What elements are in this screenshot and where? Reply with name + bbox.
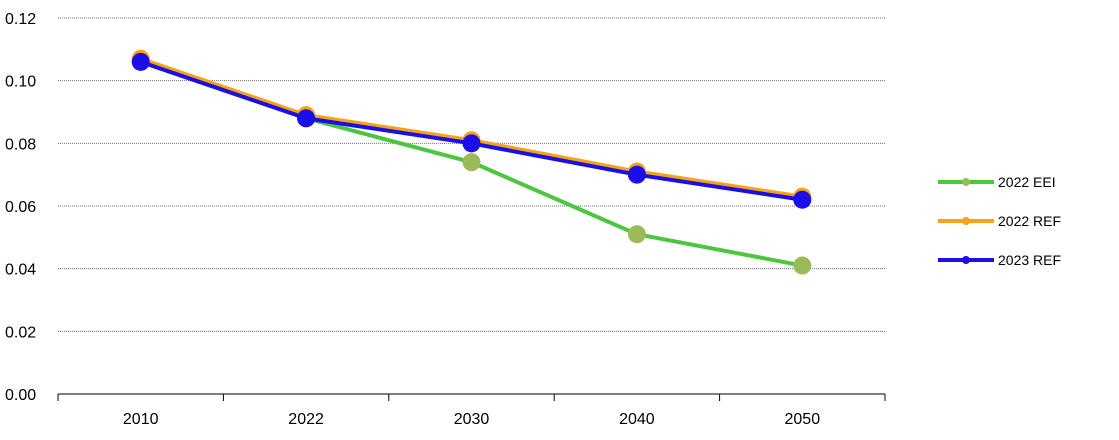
legend-item: 2022 EEI	[938, 174, 1056, 190]
x-tick-label: 2030	[454, 411, 490, 428]
x-tick-label: 2022	[288, 411, 324, 428]
y-tick-label: 0.00	[5, 387, 36, 404]
legend-item: 2023 REF	[938, 252, 1061, 268]
data-point	[793, 190, 812, 209]
axes: 0.00 0.02 0.04 0.06 0.08 0.10 0.12 2010 2022 2030…	[5, 11, 886, 428]
series-lines	[131, 49, 812, 275]
data-point	[627, 165, 646, 184]
y-tick-label: 0.02	[5, 324, 36, 341]
y-tick-label: 0.12	[5, 11, 36, 28]
data-point	[627, 225, 646, 244]
legend-label: 2022 REF	[998, 213, 1061, 229]
series-2	[131, 52, 812, 209]
x-tick-label: 2010	[123, 411, 159, 428]
y-tick-label: 0.10	[5, 74, 36, 91]
data-point	[297, 109, 316, 128]
series-1	[131, 49, 812, 206]
data-point	[462, 153, 481, 172]
y-tick-label: 0.08	[5, 136, 36, 153]
series-line	[138, 59, 805, 202]
legend-label: 2023 REF	[998, 252, 1061, 268]
legend-swatch-marker	[962, 178, 970, 186]
data-point	[131, 52, 150, 71]
data-point	[462, 134, 481, 153]
x-tick-label: 2050	[785, 411, 821, 428]
gridlines	[58, 17, 885, 332]
legend-swatch-marker	[962, 256, 970, 264]
y-tick-label: 0.04	[5, 262, 36, 279]
data-point	[793, 256, 812, 275]
legend: 2022 EEI 2022 REF 2023 REF	[938, 174, 1061, 268]
x-tick-label: 2040	[619, 411, 655, 428]
legend-item: 2022 REF	[938, 213, 1061, 229]
legend-label: 2022 EEI	[998, 174, 1056, 190]
legend-swatch-marker	[962, 217, 970, 225]
series-line	[138, 56, 805, 199]
y-tick-label: 0.06	[5, 199, 36, 216]
series-0	[131, 52, 812, 275]
